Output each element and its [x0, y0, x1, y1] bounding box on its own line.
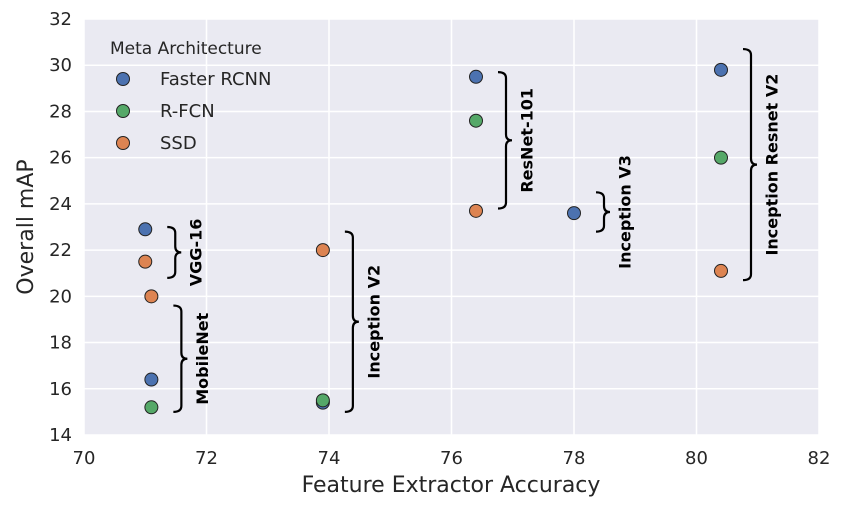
- group-brace: [595, 191, 611, 233]
- point-r-fcn: [315, 393, 330, 408]
- legend-title: Meta Architecture: [110, 39, 262, 59]
- y-axis-label: Overall mAP: [14, 159, 39, 294]
- x-axis-label: Feature Extractor Accuracy: [302, 473, 601, 498]
- legend-marker: [116, 104, 130, 118]
- legend-marker: [116, 136, 130, 150]
- y-tick-label: 16: [49, 379, 72, 400]
- y-tick-label: 26: [49, 148, 72, 169]
- tick-labels: 70 72 74 76 78 80 82 14 16 18 20 22 24 26 28 30 32: [49, 9, 830, 469]
- legend-label: R-FCN: [160, 101, 215, 122]
- point-faster-rcnn: [714, 62, 728, 77]
- y-tick-label: 30: [49, 55, 72, 76]
- group-brace: [344, 230, 359, 413]
- y-tick-label: 22: [49, 240, 72, 261]
- group-label: ResNet-101: [518, 88, 537, 193]
- legend-label: SSD: [160, 133, 197, 154]
- point-faster-rcnn: [567, 206, 581, 221]
- legend-marker: [116, 72, 130, 86]
- point-ssd: [315, 243, 330, 258]
- y-tick-label: 18: [49, 333, 72, 354]
- point-r-fcn: [714, 150, 728, 165]
- y-tick-label: 28: [49, 101, 72, 122]
- point-ssd: [714, 263, 728, 278]
- group-brace: [497, 71, 513, 210]
- x-tick-label: 70: [73, 448, 96, 469]
- point-faster-rcnn: [144, 372, 159, 387]
- y-tick-label: 32: [49, 9, 72, 30]
- x-tick-label: 78: [563, 448, 586, 469]
- y-tick-label: 24: [49, 194, 72, 215]
- y-tick-label: 14: [49, 425, 72, 446]
- point-ssd: [138, 254, 153, 269]
- point-r-fcn: [469, 113, 483, 128]
- group-brace: [167, 225, 182, 279]
- point-faster-rcnn: [138, 222, 153, 237]
- group-brace: [742, 47, 758, 282]
- data-points: [138, 62, 728, 415]
- legend: Meta Architecture Faster RCNN R-FCN SSD: [110, 39, 271, 154]
- point-faster-rcnn: [469, 69, 483, 84]
- group-label: VGG-16: [187, 219, 206, 287]
- grid-lines: [83, 18, 820, 436]
- point-ssd: [469, 203, 483, 218]
- point-ssd: [144, 289, 159, 304]
- group-label: MobileNet: [193, 312, 212, 404]
- x-tick-label: 80: [685, 448, 708, 469]
- x-tick-label: 82: [808, 448, 831, 469]
- group-brace: [173, 304, 188, 413]
- x-tick-label: 74: [318, 448, 341, 469]
- x-tick-label: 76: [440, 448, 463, 469]
- group-label: Inception V2: [364, 265, 383, 379]
- y-tick-label: 20: [49, 286, 72, 307]
- group-label: Inception Resnet V2: [763, 74, 782, 256]
- x-tick-label: 72: [195, 448, 218, 469]
- group-braces: VGG-16 MobileNet Inception V2 ResNet-101 Inc…: [167, 47, 782, 413]
- legend-label: Faster RCNN: [160, 69, 271, 90]
- group-label: Inception V3: [616, 155, 635, 269]
- point-r-fcn: [144, 400, 159, 415]
